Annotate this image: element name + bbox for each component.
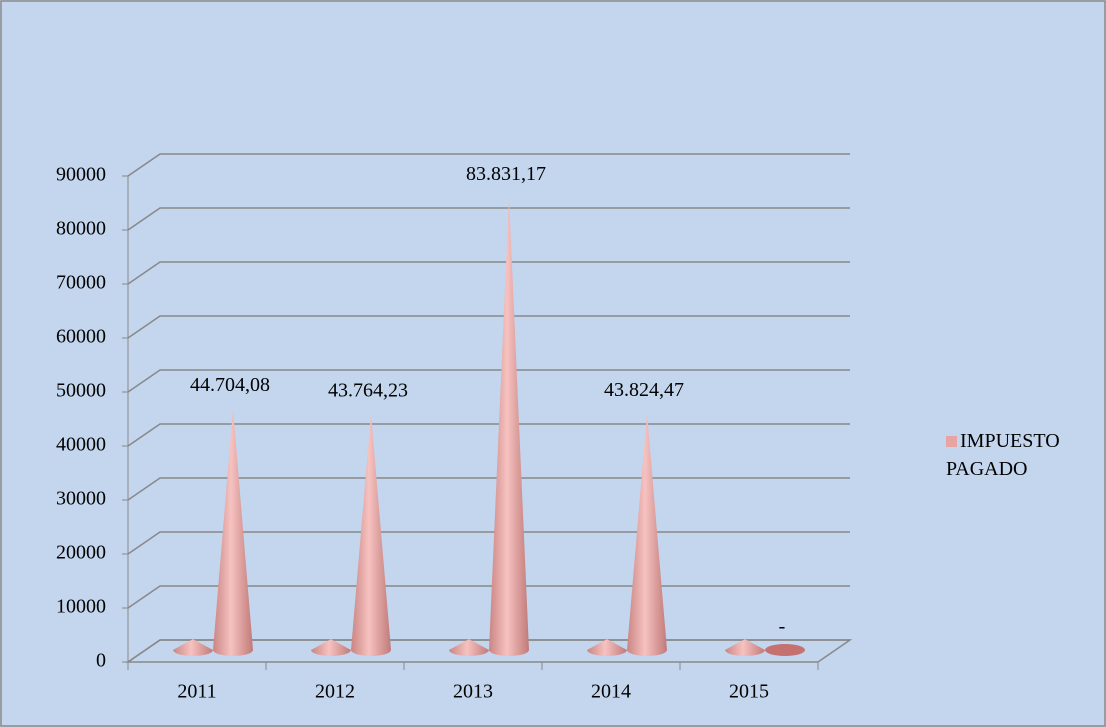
cone [351,413,391,656]
y-tick-label: 20000 [56,542,106,564]
x-tick-label: 2011 [177,681,216,703]
cone [765,644,805,656]
grid-line [127,423,850,447]
x-tick-label: 2014 [591,681,631,703]
y-tick-label: 10000 [56,596,106,618]
x-tick-label: 2012 [315,681,355,703]
grid-line [127,153,850,177]
legend: IMPUESTO PAGADO [946,427,1096,483]
data-label: 43.824,47 [604,379,684,401]
y-tick-label: 60000 [56,326,106,348]
legend-item: IMPUESTO PAGADO [946,427,1096,483]
y-tick-label: 80000 [56,218,106,240]
axis-wall [127,153,161,662]
y-tick-label: 0 [96,650,106,672]
cone [311,639,351,656]
cone [449,639,489,656]
y-tick-label: 50000 [56,380,106,402]
cone [173,639,213,656]
data-label: 43.764,23 [328,379,408,401]
cone [213,408,253,656]
x-tick-label: 2015 [729,681,769,703]
y-tick-label: 40000 [56,434,106,456]
cone [627,413,667,656]
grid-line [127,477,850,501]
cone [587,639,627,656]
y-tick-label: 30000 [56,488,106,510]
x-tick-label: 2013 [453,681,493,703]
cone [489,197,529,656]
y-tick-label: 70000 [56,272,106,294]
grid-line [127,315,850,339]
grid-line [127,207,850,231]
y-tick-label: 90000 [56,164,106,186]
floor [125,639,853,663]
grid-line [127,585,850,609]
data-label: 83.831,17 [466,163,546,185]
data-label: 44.704,08 [190,374,270,396]
legend-swatch [946,436,957,447]
grid-line [127,369,850,393]
grid-line [127,531,850,555]
grid-line [127,261,850,285]
cone [725,639,765,656]
data-label: - [779,616,786,638]
legend-label: IMPUESTO PAGADO [946,430,1060,480]
